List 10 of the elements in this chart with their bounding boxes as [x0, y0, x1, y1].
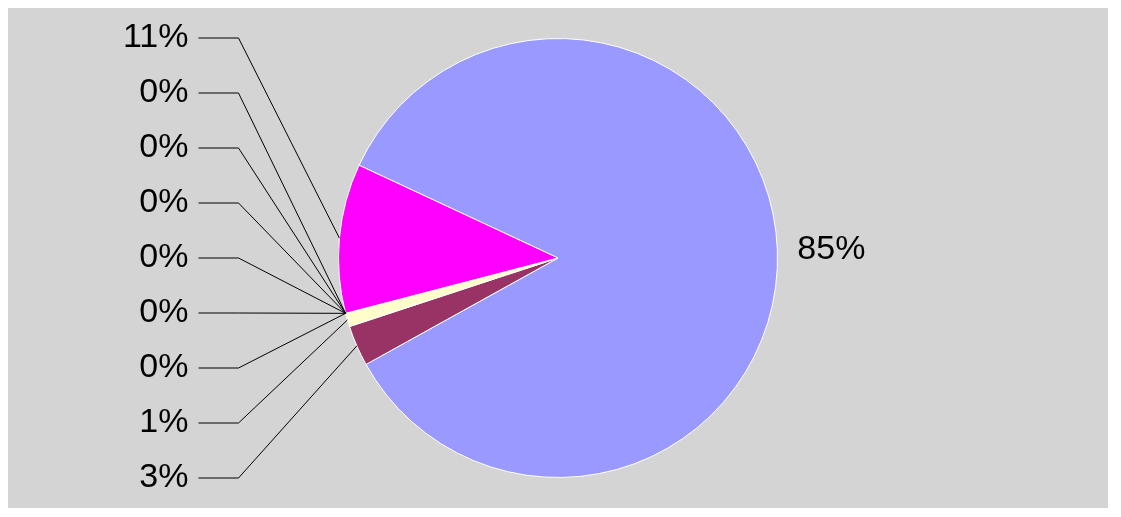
data-label: 11% [122, 16, 189, 55]
text: 0% [139, 181, 189, 220]
data-label: 1% [139, 401, 189, 440]
text: 0% [139, 71, 189, 110]
text: 0% [139, 126, 189, 165]
text: 0% [139, 236, 189, 275]
text: 0% [139, 346, 189, 385]
text: 0% [139, 291, 189, 330]
data-label: 3% [139, 456, 189, 495]
data-label: 85% [797, 228, 866, 267]
